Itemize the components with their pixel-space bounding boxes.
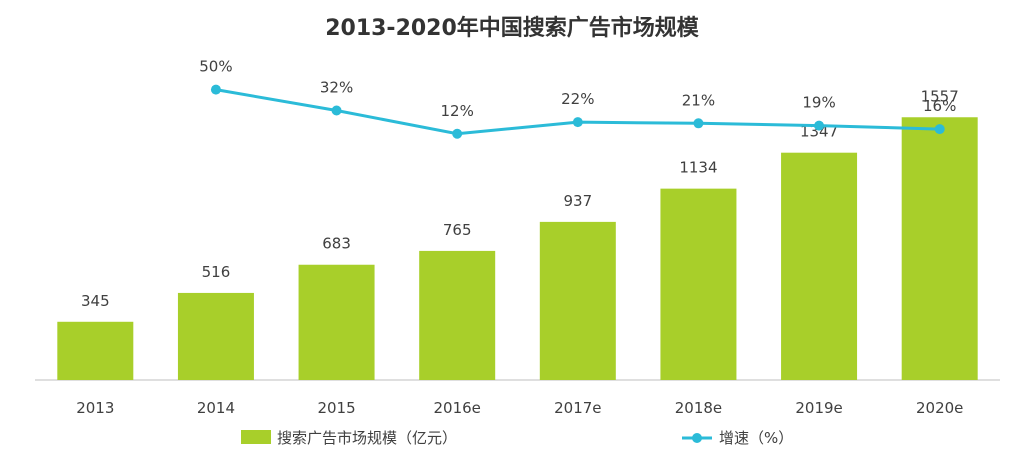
x-tick-2017e: 2017e [554,399,601,417]
growth-series-points [210,84,945,139]
legend-line-marker [692,433,702,443]
growth-label-2020e: 16% [923,97,956,115]
growth-point-2020e [934,124,945,135]
bar-series [57,117,978,380]
growth-label-2015: 32% [320,79,353,97]
bar-value-label-2020e: 1557 [921,87,959,105]
legend-line-label: 增速（%） [719,429,793,447]
growth-label-2018e: 21% [682,91,715,109]
growth-label-2019e: 19% [802,94,835,112]
growth-label-2014: 50% [199,58,232,76]
bar-value-label-2017e: 937 [563,192,592,210]
bar-2020e [901,117,978,380]
bar-2013 [57,321,134,380]
bar-value-label-2015: 683 [322,235,351,253]
growth-label-2017e: 22% [561,90,594,108]
chart-title: 2013-2020年中国搜索广告市场规模 [325,16,699,41]
bar-2019e [781,152,858,380]
bar-value-label-2013: 345 [81,292,110,310]
growth-label-2016e: 12% [441,102,474,120]
x-axis-ticks: 2013 2014 2015 2016e 2017e 2018e 2019e 2020e [76,399,963,417]
legend-bar-swatch [241,430,271,444]
x-tick-2019e: 2019e [795,399,842,417]
bar-value-label-2018e: 1134 [679,159,717,177]
growth-point-2019e [814,120,825,131]
growth-point-2014 [210,84,221,95]
legend-bar-label: 搜索广告市场规模（亿元） [277,429,457,447]
x-tick-2013: 2013 [76,399,114,417]
bar-value-label-2014: 516 [202,263,231,281]
x-tick-2018e: 2018e [675,399,722,417]
bar-2017e [539,221,616,380]
legend: 搜索广告市场规模（亿元） 增速（%） [241,429,793,447]
x-tick-2020e: 2020e [916,399,963,417]
bar-2015 [298,264,375,380]
bar-2016e [419,250,496,380]
growth-value-labels: 50% 32% 12% 22% 21% 19% 16% [199,58,956,120]
growth-point-2015 [331,105,342,116]
x-tick-2014: 2014 [197,399,235,417]
x-tick-2015: 2015 [317,399,355,417]
bar-2018e [660,188,737,380]
x-tick-2016e: 2016e [433,399,480,417]
growth-point-2016e [452,128,463,139]
growth-point-2017e [572,117,583,128]
bar-value-label-2016e: 765 [443,221,472,239]
growth-point-2018e [693,118,704,129]
bar-2014 [177,292,254,380]
